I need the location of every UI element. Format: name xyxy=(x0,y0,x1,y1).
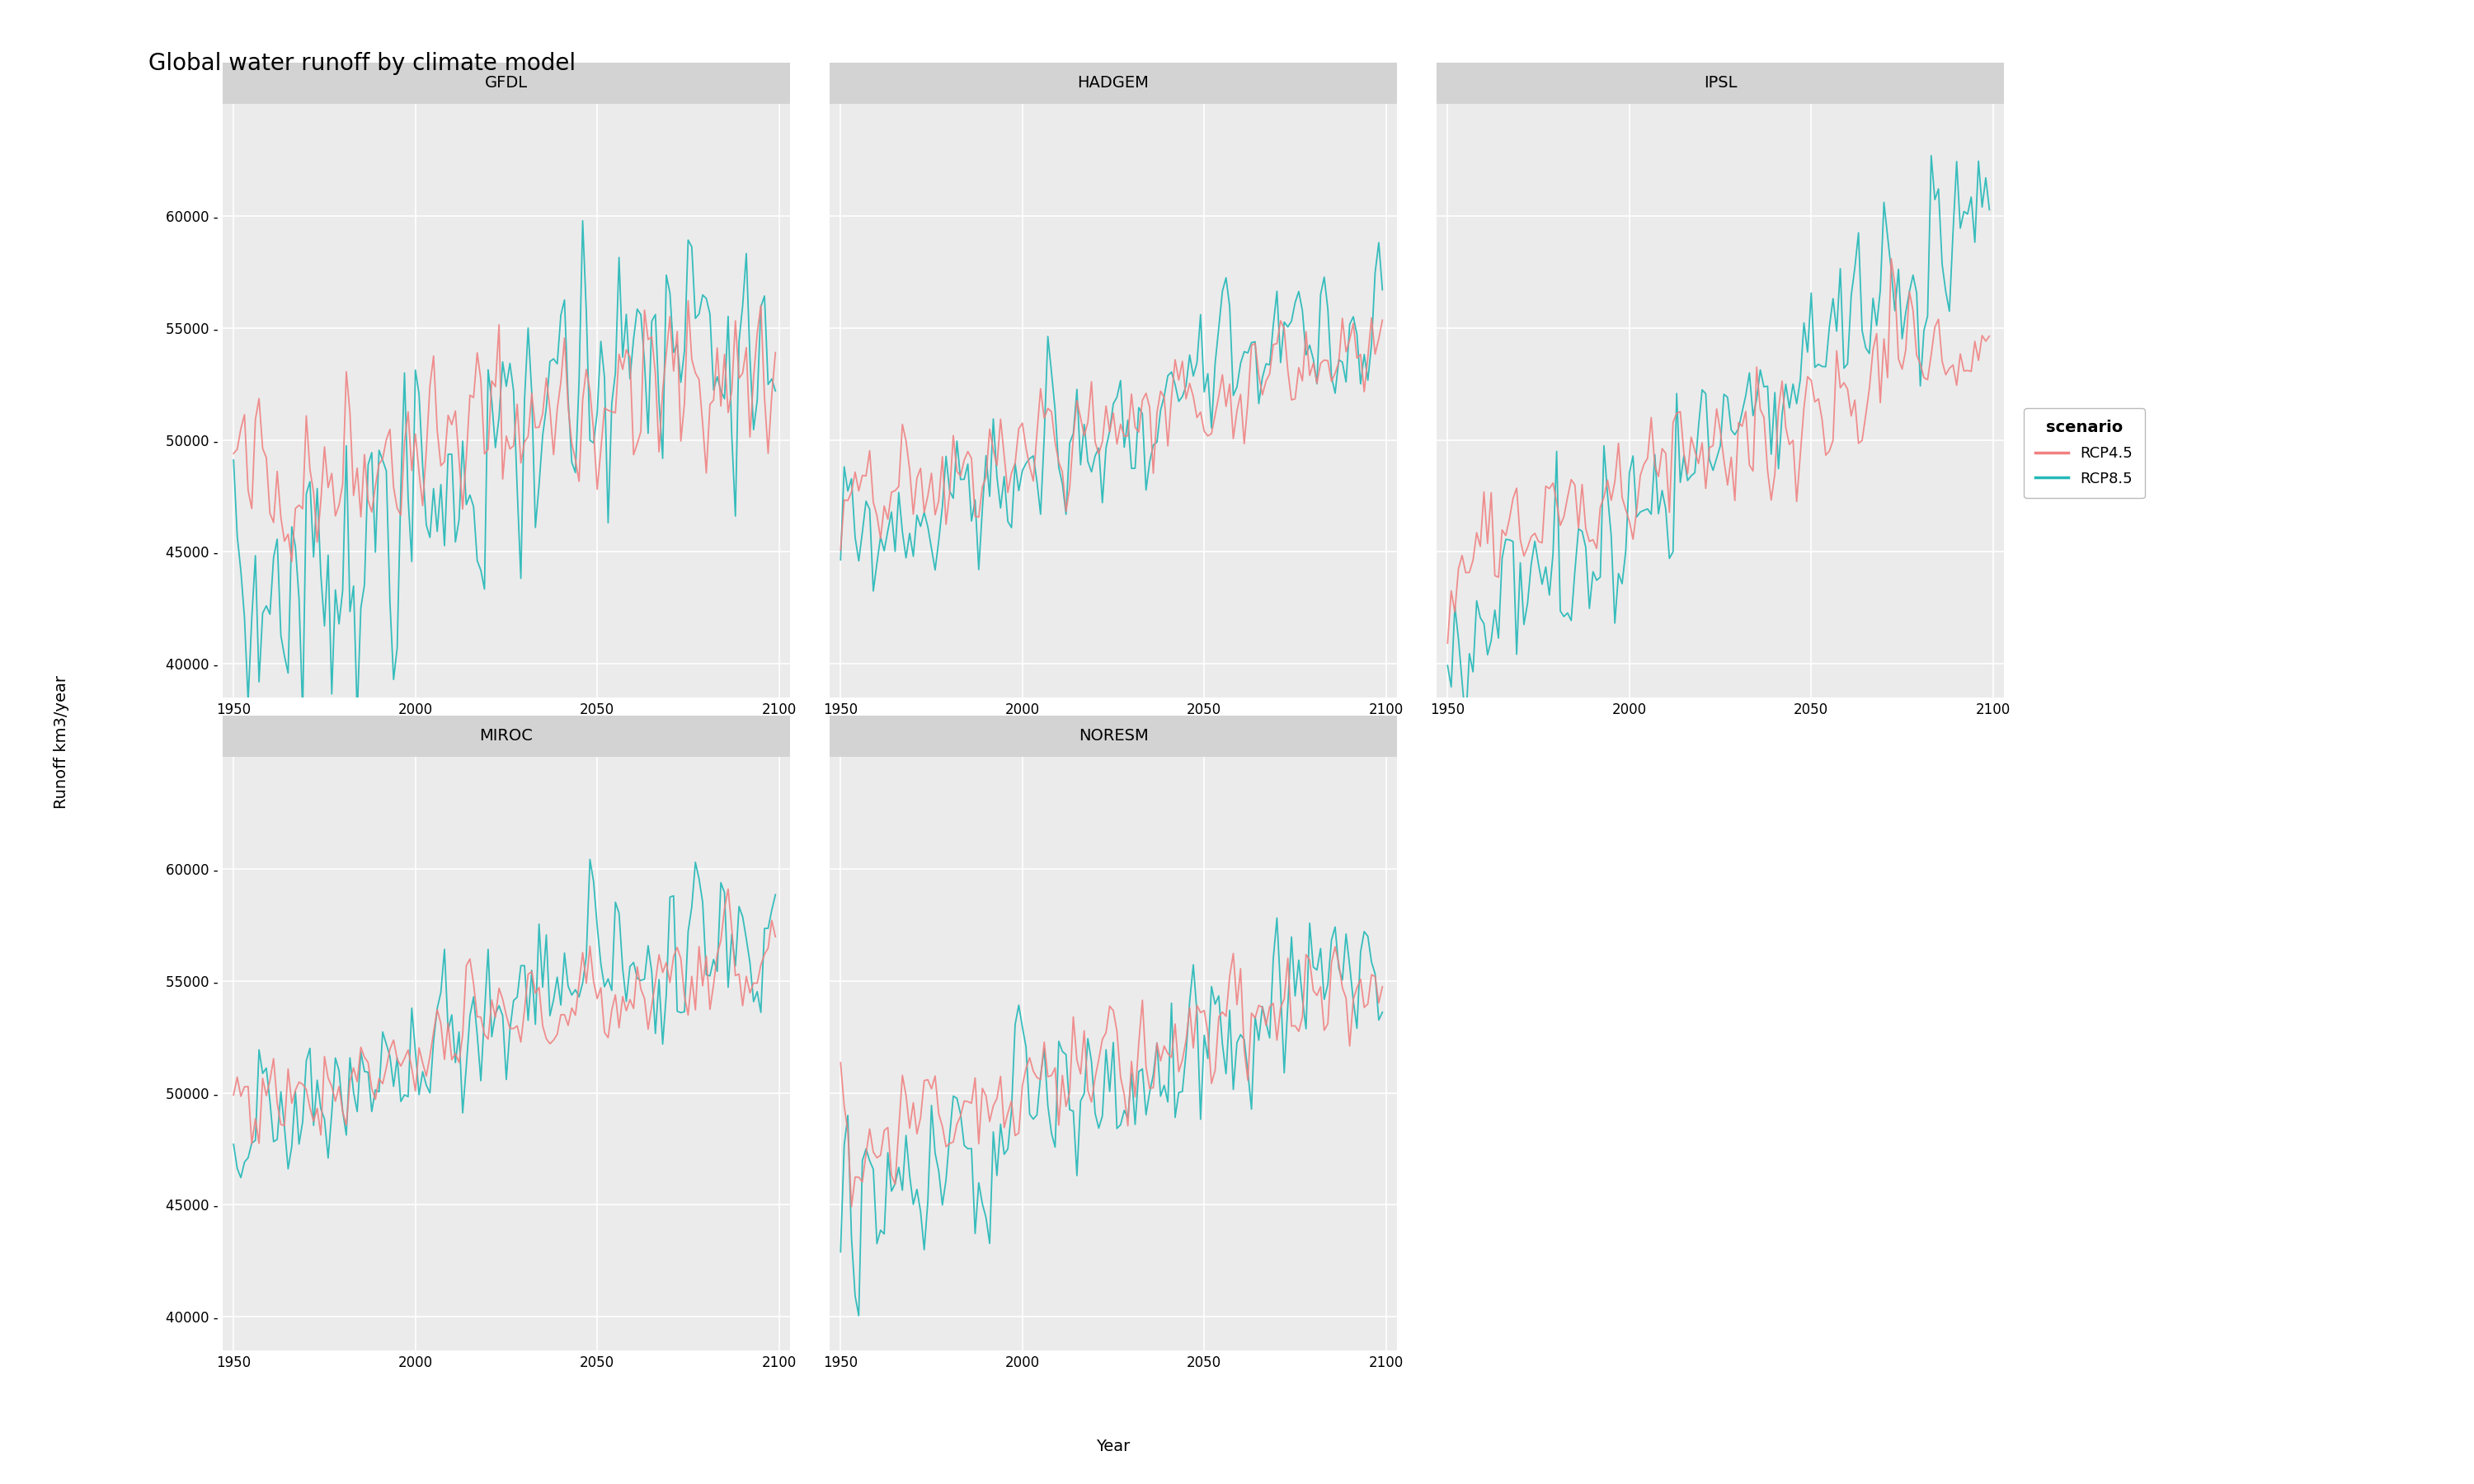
Text: Year: Year xyxy=(1096,1439,1131,1454)
Text: GFDL: GFDL xyxy=(485,76,527,91)
Text: IPSL: IPSL xyxy=(1705,76,1737,91)
Legend: RCP4.5, RCP8.5: RCP4.5, RCP8.5 xyxy=(2024,408,2145,499)
Text: MIROC: MIROC xyxy=(480,729,532,743)
Text: NORESM: NORESM xyxy=(1079,729,1148,743)
Text: HADGEM: HADGEM xyxy=(1079,76,1148,91)
Text: Global water runoff by climate model: Global water runoff by climate model xyxy=(148,52,576,76)
Text: Runoff km3/year: Runoff km3/year xyxy=(54,675,69,809)
